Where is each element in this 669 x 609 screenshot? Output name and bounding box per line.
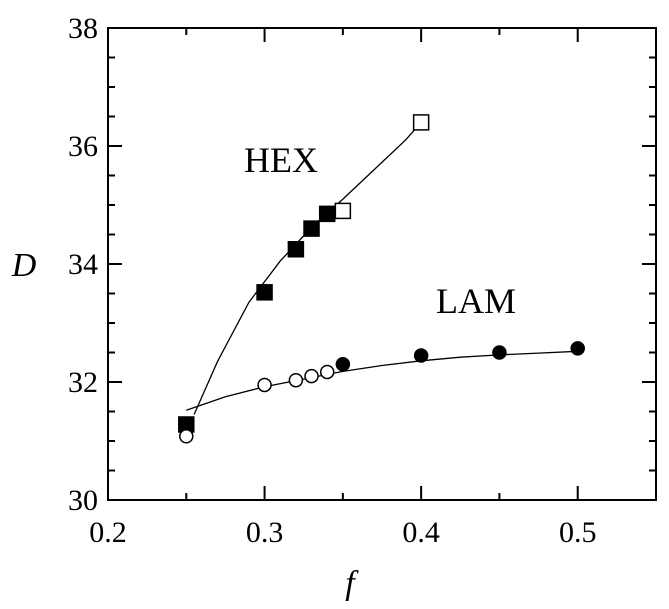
x-tick-label: 0.4 [402, 516, 440, 549]
x-axis-label: f [345, 565, 359, 602]
filled-circle-marker [492, 345, 507, 360]
filled-circle-marker [335, 357, 351, 372]
open-circle-marker [319, 364, 335, 380]
curve-lam [186, 350, 578, 411]
y-tick-label: 32 [68, 366, 98, 399]
open-circle-marker [257, 377, 272, 393]
filled-square-marker [287, 241, 305, 258]
x-tick-labels: 0.2 0.3 0.4 0.5 [89, 516, 596, 549]
data-points [178, 114, 585, 444]
y-tick-label: 36 [68, 130, 98, 163]
filled-square-marker [318, 205, 336, 223]
filled-square-marker [256, 284, 273, 301]
y-tick-label: 30 [68, 484, 98, 517]
y-tick-label: 34 [68, 248, 98, 281]
open-square-marker [334, 202, 352, 220]
annotation-lam: LAM [436, 281, 516, 321]
open-circle-marker [179, 429, 194, 444]
x-tick-label: 0.5 [559, 516, 597, 549]
x-tick-label: 0.3 [246, 516, 284, 549]
open-square-marker [412, 114, 430, 131]
filled-square-marker [303, 220, 320, 237]
tick-marks [107, 27, 657, 501]
annotation-hex: HEX [244, 140, 318, 180]
y-tick-label: 38 [68, 12, 98, 45]
open-circle-marker [288, 372, 304, 388]
y-tick-labels: 30 32 34 36 38 [68, 12, 98, 517]
open-circle-marker [304, 368, 319, 384]
filled-circle-marker [570, 341, 585, 356]
y-axis-label: D [11, 247, 37, 284]
x-tick-label: 0.2 [89, 516, 127, 549]
filled-circle-marker [413, 348, 429, 363]
